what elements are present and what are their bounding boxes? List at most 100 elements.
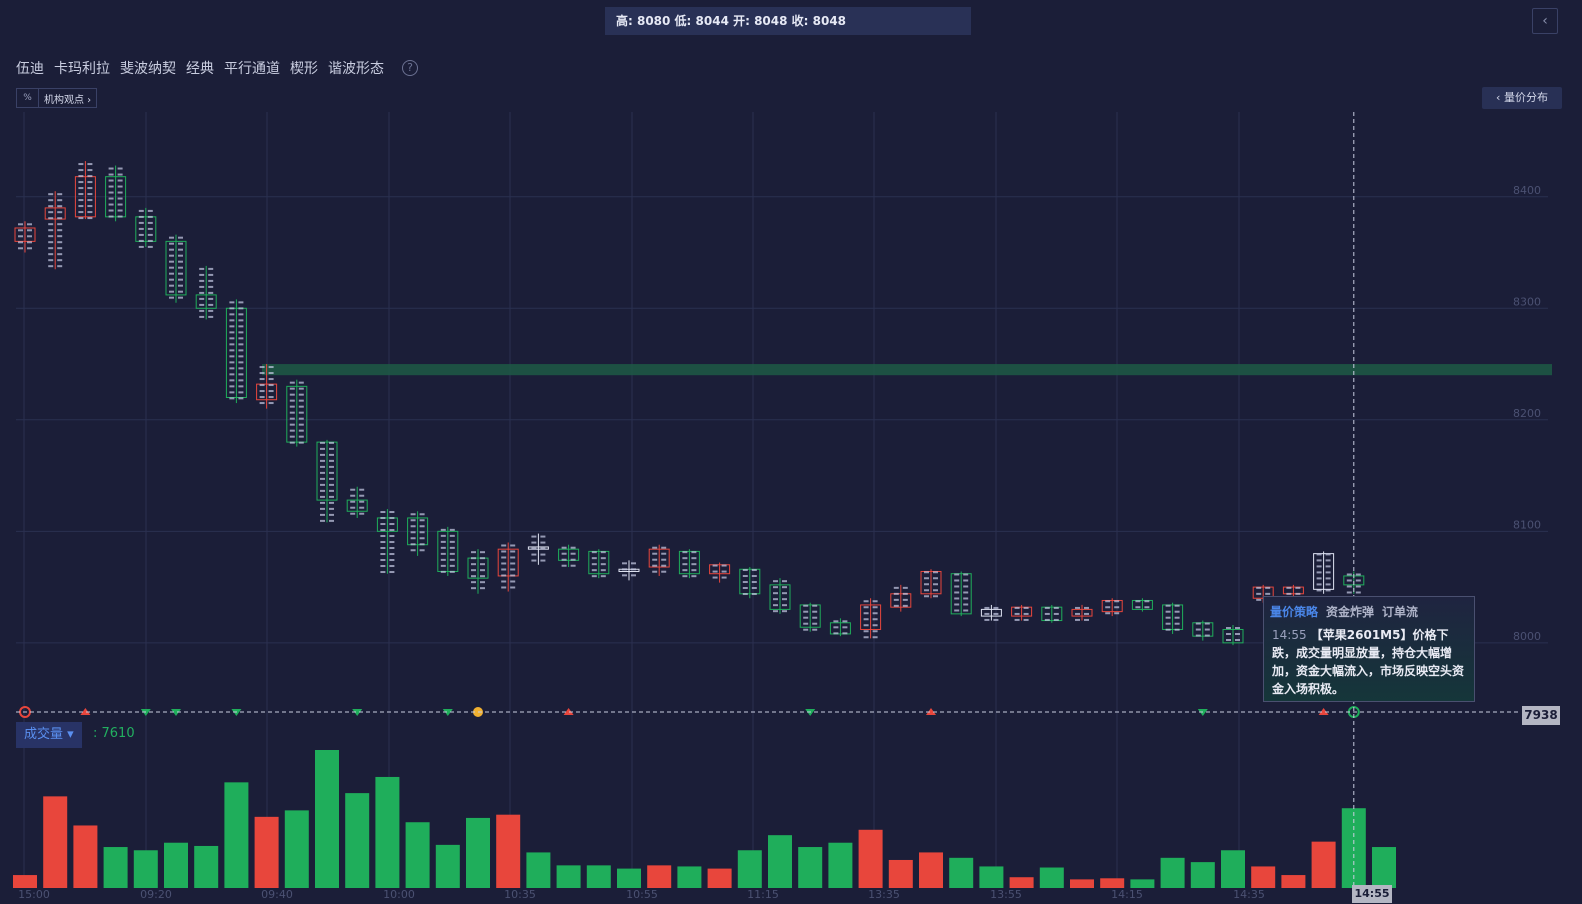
- footprint-cell: [108, 191, 114, 194]
- footprint-cell: [449, 528, 455, 531]
- tab-capital-bomb[interactable]: 资金炸弹: [1326, 605, 1375, 619]
- footprint-cell: [449, 570, 455, 573]
- signal-up-icon: [80, 708, 91, 715]
- footprint-cell: [238, 397, 244, 400]
- footprint-cell: [1174, 622, 1180, 625]
- candle-body: [135, 216, 157, 242]
- footprint-cell: [48, 253, 54, 256]
- volume-profile-button[interactable]: ‹ 量价分布: [1482, 87, 1562, 109]
- footprint-cell: [229, 385, 235, 388]
- tool-wedge[interactable]: 楔形: [290, 61, 318, 77]
- footprint-cell: [449, 540, 455, 543]
- footprint-cell: [238, 379, 244, 382]
- help-icon[interactable]: ?: [402, 60, 418, 76]
- time-tick-label: 15:00: [18, 888, 50, 901]
- footprint-cell: [1325, 571, 1331, 574]
- footprint-cell: [199, 273, 205, 276]
- footprint-cell: [169, 272, 174, 275]
- tool-classic[interactable]: 经典: [186, 61, 214, 77]
- footprint-cell: [440, 534, 446, 537]
- volume-bar: [858, 829, 883, 888]
- collapse-button[interactable]: ‹: [1532, 8, 1558, 34]
- footprint-cell: [440, 552, 446, 555]
- footprint-cell: [721, 564, 727, 567]
- volume-bar: [586, 865, 611, 888]
- volume-bar: [405, 822, 430, 888]
- footprint-cell: [169, 236, 174, 239]
- signal-down-icon: [171, 709, 181, 716]
- footprint-cell: [933, 595, 938, 598]
- volume-indicator-select[interactable]: 成交量 ▾: [16, 722, 82, 748]
- footprint-cell: [440, 540, 446, 543]
- tool-parallel-channel[interactable]: 平行通道: [224, 61, 280, 77]
- volume-bar: [375, 776, 400, 888]
- footprint-cell: [842, 626, 848, 629]
- footprint-cell: [389, 535, 395, 538]
- footprint-cell: [1114, 606, 1120, 609]
- footprint-cell: [1346, 591, 1352, 594]
- footprint-cell: [410, 513, 416, 516]
- crosshair-time-label: 14:55: [1352, 885, 1392, 903]
- footprint-cell: [1075, 618, 1080, 621]
- tool-woodie[interactable]: 伍迪: [16, 61, 44, 77]
- footprint-cell: [57, 235, 63, 238]
- footprint-cell: [289, 393, 295, 396]
- tab-volume-price-strategy[interactable]: 量价策略: [1270, 605, 1319, 619]
- footprint-cell: [812, 604, 818, 607]
- footprint-cell: [721, 576, 727, 579]
- footprint-cell: [18, 241, 23, 244]
- volume-bar: [949, 857, 974, 888]
- footprint-cell: [259, 390, 265, 393]
- footprint-cell: [169, 260, 174, 263]
- footprint-cell: [259, 366, 265, 369]
- footprint-cell: [259, 402, 265, 405]
- footprint-cell: [320, 447, 325, 450]
- volume-bar: [1311, 841, 1336, 888]
- candle-body: [1162, 604, 1184, 630]
- footprint-cell: [622, 562, 627, 565]
- footprint-cell: [751, 581, 757, 584]
- time-tick-label: 14:15: [1111, 888, 1143, 901]
- footprint-cell: [48, 211, 54, 214]
- footprint-cell: [178, 248, 183, 251]
- footprint-cell: [954, 579, 960, 582]
- footprint-cell: [963, 579, 969, 582]
- footprint-cell: [440, 528, 446, 531]
- footprint-cell: [872, 636, 878, 639]
- candle-body: [890, 593, 912, 608]
- footprint-cell: [1325, 577, 1331, 580]
- footprint-cell: [751, 587, 757, 590]
- footprint-cell: [329, 441, 334, 444]
- institution-view-button[interactable]: % 机构观点 ›: [16, 88, 98, 108]
- tab-order-flow[interactable]: 订单流: [1382, 605, 1419, 619]
- footprint-cell: [208, 285, 214, 288]
- footprint-cell: [449, 546, 455, 549]
- footprint-cell: [1044, 618, 1050, 621]
- footprint-cell: [320, 453, 325, 456]
- tool-camarilla[interactable]: 卡玛利拉: [54, 61, 110, 77]
- footprint-cell: [1165, 610, 1171, 613]
- footprint-cell: [380, 571, 386, 574]
- volume-bar: [73, 825, 98, 888]
- footprint-cell: [661, 552, 667, 555]
- footprint-cell: [782, 598, 787, 601]
- footprint-cell: [359, 506, 365, 509]
- tool-harmonic[interactable]: 谐波形态: [328, 61, 384, 77]
- footprint-cell: [229, 343, 235, 346]
- footprint-cell: [208, 315, 214, 318]
- footprint-cell: [591, 563, 597, 566]
- footprint-cell: [863, 606, 869, 609]
- footprint-cell: [924, 589, 929, 592]
- footprint-cell: [147, 239, 153, 242]
- footprint-cell: [1105, 600, 1111, 603]
- footprint-cell: [501, 586, 507, 589]
- footprint-cell: [1204, 622, 1210, 625]
- footprint-cell: [208, 309, 214, 312]
- crosshair-price-label: 7938: [1522, 706, 1560, 725]
- footprint-cell: [117, 197, 123, 200]
- footprint-cell: [27, 223, 32, 226]
- footprint-cell: [1256, 598, 1262, 601]
- tool-fibonacci[interactable]: 斐波纳契: [120, 61, 176, 77]
- footprint-cell: [229, 361, 235, 364]
